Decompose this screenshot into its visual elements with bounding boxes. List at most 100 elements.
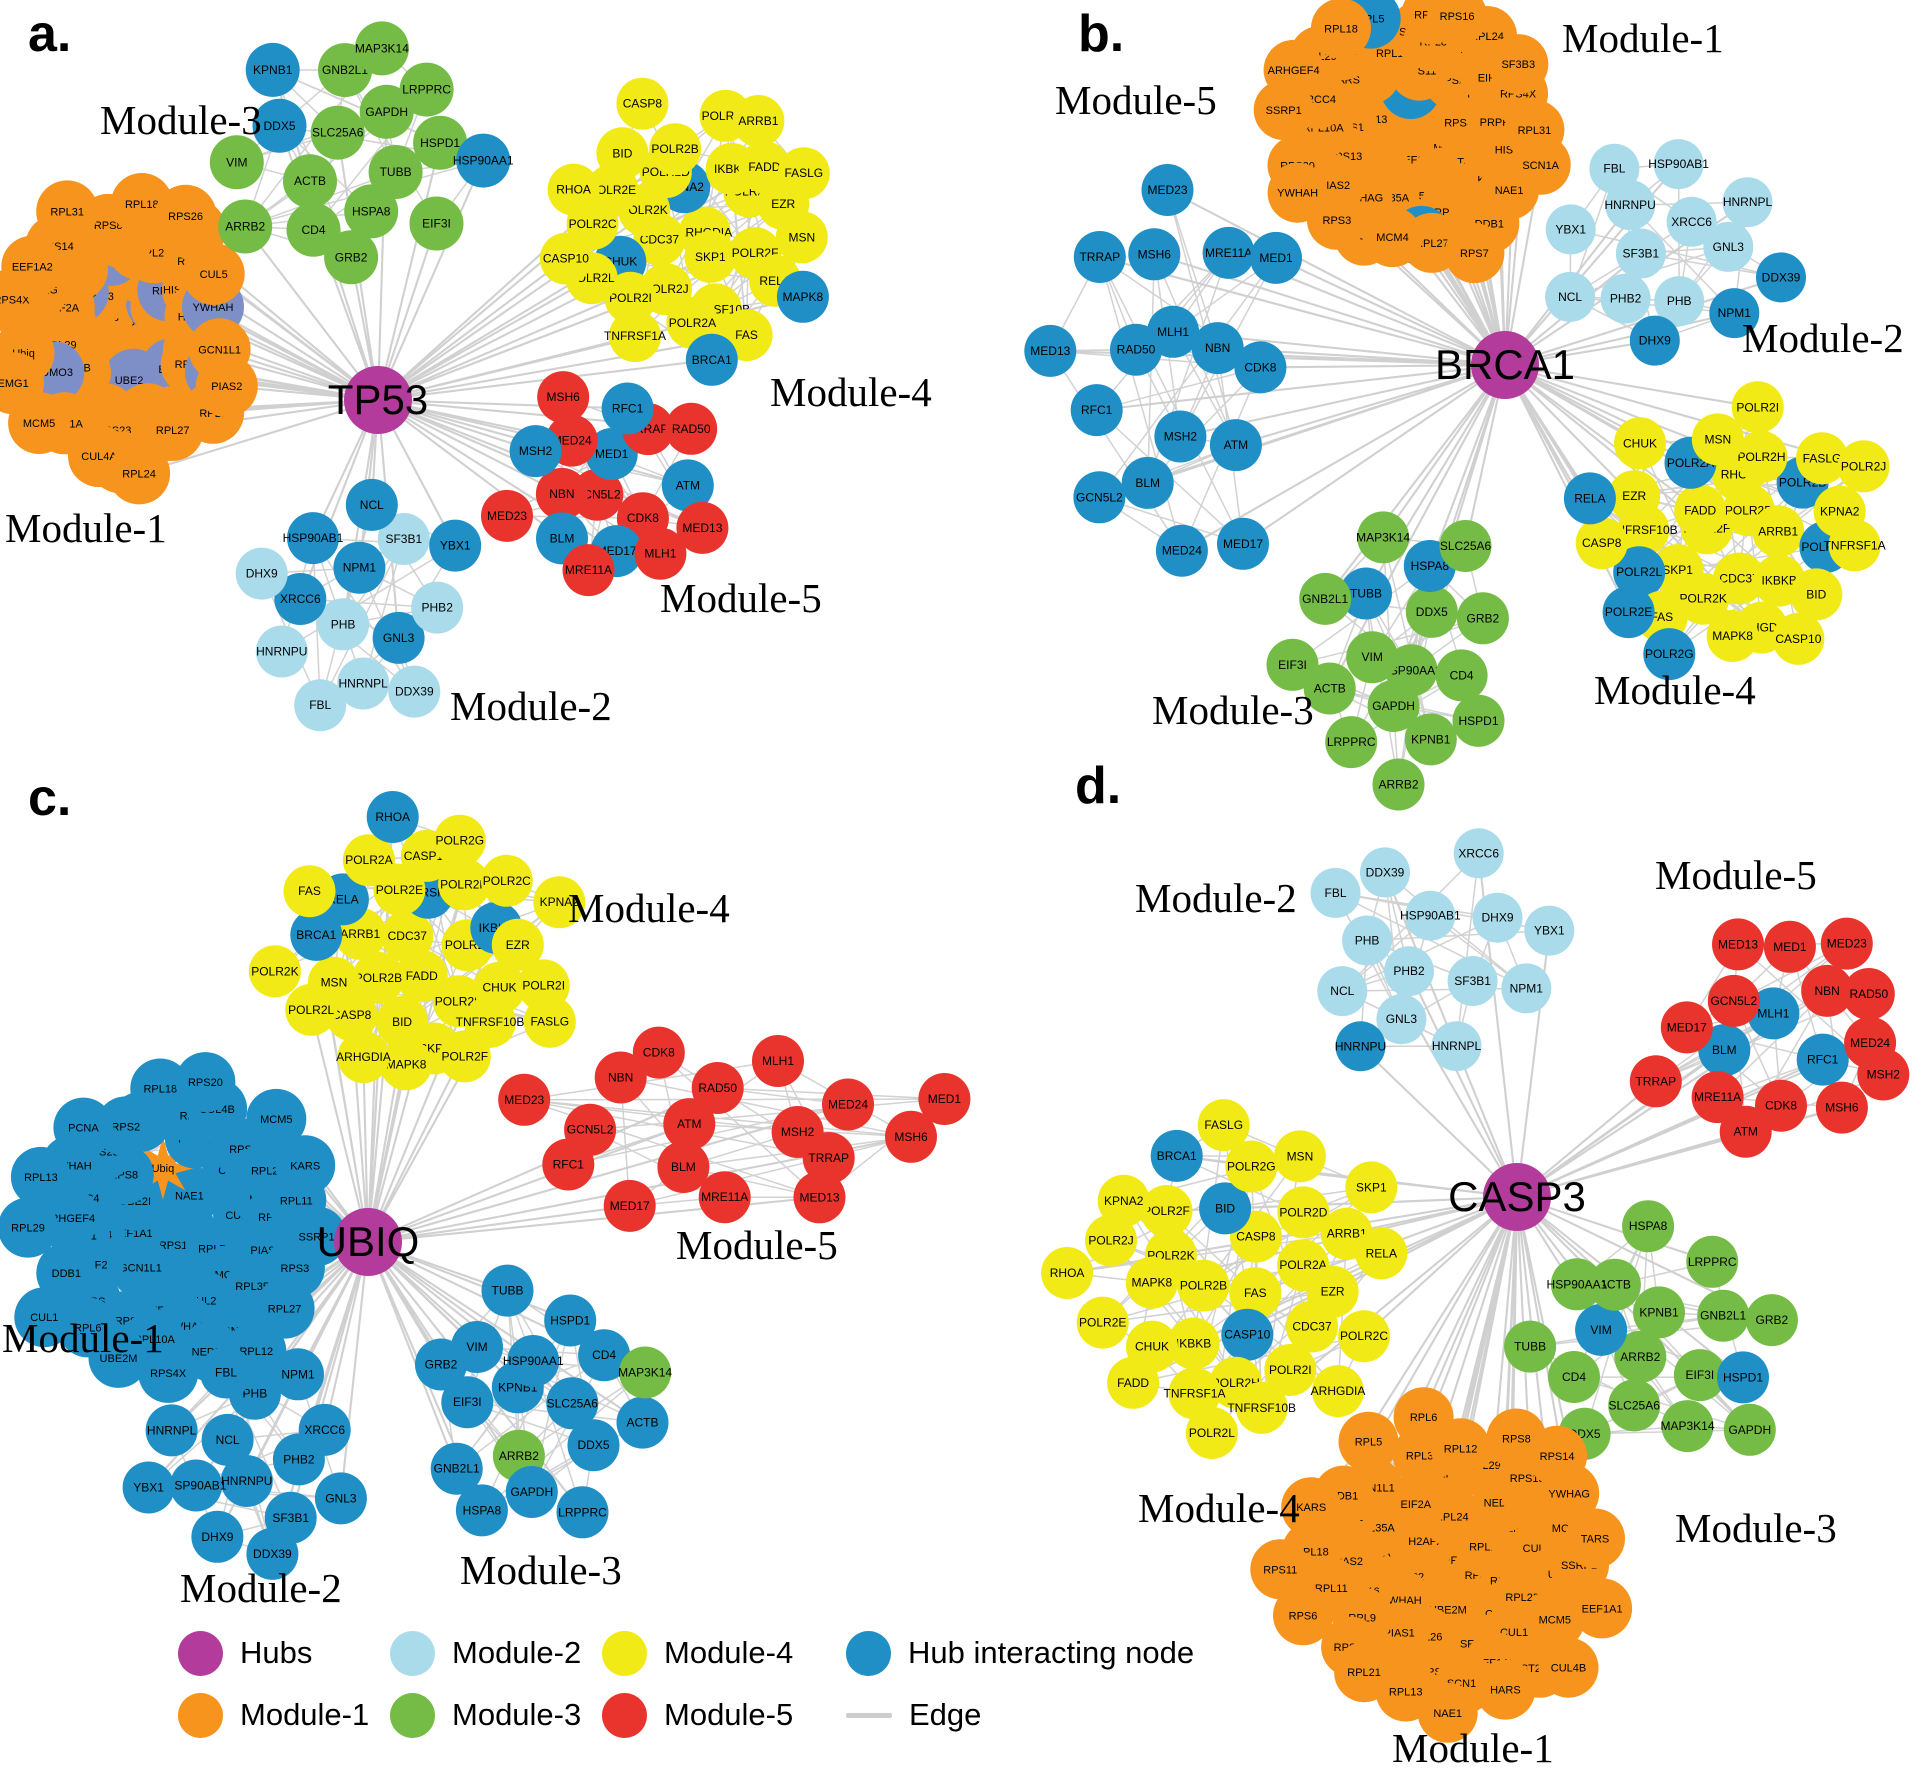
node-tubb[interactable]: TUBB: [1504, 1320, 1557, 1373]
node-nbn[interactable]: NBN: [1191, 322, 1244, 375]
node-eif3i[interactable]: EIF3I: [1266, 638, 1319, 691]
node-rpl21[interactable]: RPL21: [1334, 1642, 1395, 1703]
node-faslg[interactable]: FASLG: [1197, 1099, 1250, 1152]
node-mapk8[interactable]: MAPK8: [776, 270, 829, 323]
node-ezr[interactable]: EZR: [491, 918, 544, 971]
hub-node-tp53[interactable]: [344, 366, 412, 434]
node-msh6[interactable]: MSH6: [1128, 228, 1181, 281]
node-grb2[interactable]: GRB2: [415, 1338, 467, 1391]
node-cul5[interactable]: CUL5: [182, 243, 245, 305]
node-nbn[interactable]: NBN: [594, 1051, 647, 1104]
node-casp8[interactable]: CASP8: [325, 989, 378, 1042]
node-med23[interactable]: MED23: [1820, 917, 1873, 970]
node-rpl27[interactable]: RPL27: [141, 398, 204, 461]
node-actb[interactable]: ACTB: [616, 1396, 669, 1449]
node-rfc1[interactable]: RFC1: [601, 382, 654, 435]
node-sf3b1[interactable]: SF3B1: [1615, 228, 1666, 279]
node-rps7[interactable]: RPS7: [1444, 223, 1505, 284]
node-dhx9[interactable]: DHX9: [1472, 892, 1523, 943]
node-tubb[interactable]: TUBB: [481, 1264, 534, 1317]
node-hsp90ab1[interactable]: HSP90AB1: [1648, 139, 1709, 190]
node-fadd[interactable]: FADD: [1674, 484, 1727, 537]
node-hsp90ab1[interactable]: HSP90AB1: [1400, 890, 1461, 941]
node-faslg[interactable]: FASLG: [523, 995, 576, 1048]
node-nae1[interactable]: NAE1: [1417, 1682, 1478, 1743]
node-sf3b1[interactable]: SF3B1: [1447, 956, 1498, 1006]
node-xrcc6[interactable]: XRCC6: [1666, 196, 1717, 247]
node-ncl[interactable]: NCL: [345, 478, 398, 531]
node-brca1[interactable]: BRCA1: [685, 333, 738, 386]
node-med1[interactable]: MED1: [1250, 231, 1302, 284]
node-msn[interactable]: MSN: [1691, 413, 1744, 466]
node-casp10[interactable]: CASP10: [539, 232, 592, 285]
node-rfc1[interactable]: RFC1: [1796, 1033, 1849, 1086]
node-med17[interactable]: MED17: [1660, 1001, 1713, 1054]
node-eef1a1[interactable]: EEF1A1: [1572, 1578, 1633, 1639]
node-polr2g[interactable]: POLR2G: [1225, 1140, 1278, 1193]
node-ncl[interactable]: NCL: [1545, 271, 1596, 322]
node-grb2[interactable]: GRB2: [324, 230, 379, 285]
node-atm[interactable]: ATM: [663, 1098, 716, 1151]
node-rps11[interactable]: RPS11: [1250, 1539, 1311, 1600]
node-cul4b[interactable]: CUL4B: [1538, 1637, 1599, 1698]
node-hnrnpl[interactable]: HNRNPL: [145, 1404, 198, 1457]
node-rps16[interactable]: RPS16: [1427, 0, 1488, 47]
node-med1[interactable]: MED1: [1763, 920, 1816, 973]
node-slc25a6[interactable]: SLC25A6: [1608, 1379, 1660, 1432]
node-npm1[interactable]: NPM1: [272, 1348, 324, 1401]
node-slc25a6[interactable]: SLC25A6: [546, 1377, 598, 1430]
node-polr2l[interactable]: POLR2L: [1185, 1407, 1238, 1459]
node-tnfrsf1a[interactable]: TNFRSF1A: [1824, 519, 1886, 572]
node-ube2m[interactable]: UBE2M: [88, 1327, 149, 1388]
node-hspd1[interactable]: HSPD1: [1452, 694, 1505, 747]
node-arrb2[interactable]: ARRB2: [218, 199, 273, 254]
node-gnb2l1[interactable]: GNB2L1: [1299, 572, 1352, 625]
node-ssrp1[interactable]: SSRP1: [286, 1206, 347, 1267]
node-arrb1[interactable]: ARRB1: [732, 95, 785, 147]
node-ddb1[interactable]: DDB1: [36, 1243, 97, 1303]
node-bid[interactable]: BID: [1790, 568, 1843, 621]
node-rpl5[interactable]: RPL5: [1338, 1411, 1399, 1472]
node-bid[interactable]: BID: [1199, 1182, 1252, 1235]
node-gnl3[interactable]: GNL3: [1376, 994, 1427, 1045]
hub-node-ubiq[interactable]: [334, 1208, 402, 1276]
node-phb2[interactable]: PHB2: [411, 581, 464, 634]
node-hspa8[interactable]: HSPA8: [1622, 1200, 1675, 1253]
node-fadd[interactable]: FADD: [738, 141, 791, 194]
node-ybx1[interactable]: YBX1: [122, 1461, 175, 1514]
node-polr2h[interactable]: POLR2H: [438, 858, 491, 911]
node-hars[interactable]: HARS: [1475, 1659, 1536, 1720]
node-rpl18[interactable]: RPL18: [130, 1058, 191, 1119]
node-dhx9[interactable]: DHX9: [235, 547, 288, 600]
node-tnfrsf1a[interactable]: TNFRSF1A: [604, 310, 666, 363]
node-phb[interactable]: PHB: [317, 598, 370, 651]
node-lrpprc[interactable]: LRPPRC: [1686, 1235, 1739, 1288]
node-fbl[interactable]: FBL: [294, 679, 347, 732]
node-trrap[interactable]: TRRAP: [1073, 231, 1126, 283]
node-ybx1[interactable]: YBX1: [429, 519, 482, 572]
node-polr2d[interactable]: POLR2D: [1277, 1186, 1330, 1239]
node-gapdh[interactable]: GAPDH: [1723, 1403, 1776, 1456]
node-rfc1[interactable]: RFC1: [1070, 384, 1123, 437]
node-rhoa[interactable]: RHOA: [366, 791, 419, 843]
node-arhgdia[interactable]: ARHGDIA: [336, 1031, 391, 1084]
node-cd4[interactable]: CD4: [578, 1329, 631, 1382]
node-npm1[interactable]: NPM1: [1709, 288, 1760, 339]
node-hnrnpl[interactable]: HNRNPL: [337, 657, 390, 710]
node-gnb2l1[interactable]: GNB2L1: [1697, 1289, 1750, 1342]
node-ybx1[interactable]: YBX1: [1545, 204, 1596, 255]
node-fas[interactable]: FAS: [1229, 1267, 1282, 1320]
node-rpl29[interactable]: RPL29: [0, 1197, 58, 1258]
node-rpl18[interactable]: RPL18: [1311, 0, 1371, 59]
node-tubb[interactable]: TUBB: [368, 145, 423, 199]
node-med17[interactable]: MED17: [1217, 517, 1269, 570]
node-fbl[interactable]: FBL: [1310, 867, 1361, 918]
node-phb[interactable]: PHB: [1342, 915, 1393, 966]
node-polr2e[interactable]: POLR2E: [1602, 586, 1655, 639]
node-mre11a[interactable]: MRE11A: [562, 544, 615, 597]
node-xrcc6[interactable]: XRCC6: [298, 1403, 351, 1456]
node-polr2g[interactable]: POLR2G: [433, 814, 486, 867]
node-hnrnpl[interactable]: HNRNPL: [1722, 177, 1773, 228]
node-polr2b[interactable]: POLR2B: [1177, 1259, 1230, 1312]
node-chuk[interactable]: CHUK: [1614, 417, 1666, 470]
